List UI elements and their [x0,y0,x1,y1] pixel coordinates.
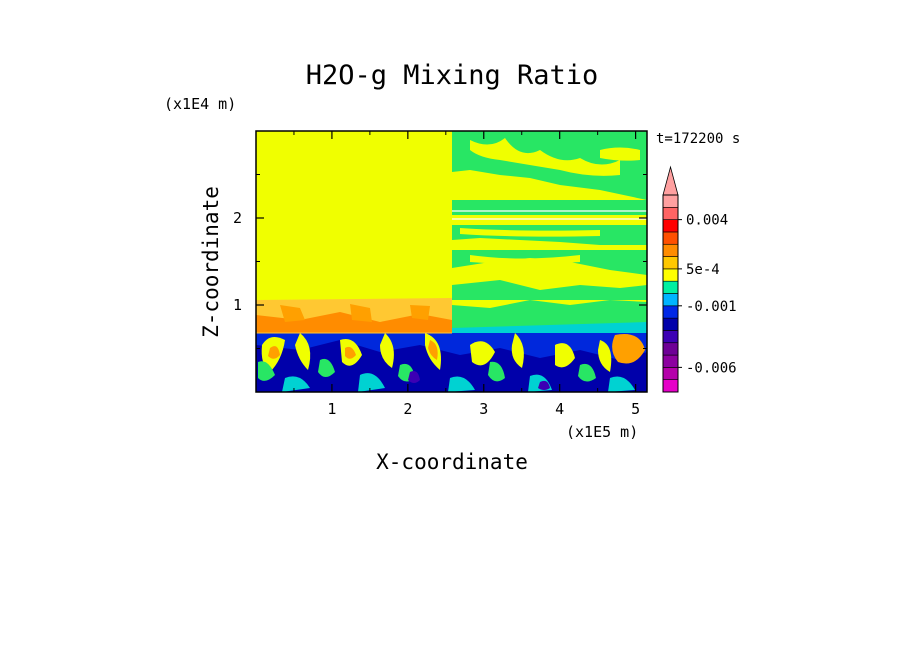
x-tick-label: 1 [327,400,336,418]
colorbar-segment [662,207,679,220]
colorbar-segment [662,367,679,380]
contour-field [256,131,647,392]
colorbar-segment [662,379,679,393]
colorbar-segment [662,317,679,331]
time-label: t=172200 s [656,131,740,147]
colorbar-segment [662,231,679,245]
colorbar-segment [662,293,679,307]
colorbar [662,165,679,393]
colorbar-labels: 0.004 5e-4 -0.001 -0.006 [678,213,737,376]
upper-right-yellow [460,138,640,264]
y-ticks: 12 [233,174,647,349]
right-green-strip [452,300,647,328]
plumes-green [258,358,596,382]
x-tick-label: 5 [631,400,640,418]
colorbar-label: -0.001 [686,299,737,315]
orange-streaks [280,304,430,322]
colorbar-segment [662,194,679,208]
orange-band-dark [256,312,452,333]
colorbar-label: 0.004 [686,213,728,229]
colorbar-segment [662,330,679,344]
colorbar-segment [662,219,679,233]
x-axis-label: X-coordinate [376,450,528,474]
x-ticks: 1 2 3 4 5 [293,131,640,418]
colorbar-segment [662,243,679,257]
colorbar-extend-arrow [662,165,679,196]
plumes-yellow [261,333,612,372]
chart-title: H2O-g Mixing Ratio [306,60,599,91]
colorbar-segment [662,268,679,282]
colorbar-segment [662,342,679,356]
y-tick-label: 1 [233,296,242,314]
colorbar-segment [662,256,679,270]
plumes-purple [408,371,550,390]
colorbar-label: -0.006 [686,360,737,376]
y-tick-label: 2 [233,209,242,227]
plumes-orange [268,334,645,364]
x-tick-label: 3 [479,400,488,418]
colorbar-segment [662,305,679,319]
x-scale-label: (x1E5 m) [566,423,638,441]
thin-white-lines [452,210,647,220]
colorbar-segment [662,280,679,294]
colorbar-segment [662,354,679,368]
y-scale-label: (x1E4 m) [164,95,236,113]
y-axis-label: Z-coordinate [199,186,223,338]
x-tick-label: 4 [555,400,564,418]
colorbar-frame [662,194,679,393]
x-tick-label: 2 [403,400,412,418]
colorbar-label: 5e-4 [686,262,720,278]
